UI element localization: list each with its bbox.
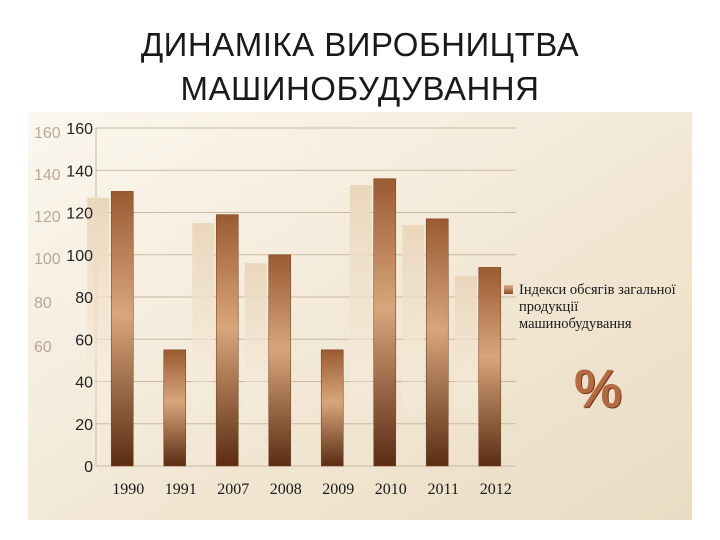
ghost-bar (87, 197, 110, 426)
x-axis-category-labels: 1990 1991 2007 2008 2009 2010 2011 2012 (112, 481, 512, 498)
ghost-tick-label: 80 (34, 295, 52, 312)
x-tick-label: 1990 (112, 481, 144, 498)
x-tick-label: 2011 (428, 481, 459, 498)
ghost-tick-label: 120 (34, 209, 61, 226)
ghost-bar (402, 225, 425, 426)
bar-2012 (478, 267, 502, 467)
bar-1991 (163, 349, 187, 467)
bars (110, 178, 502, 467)
ghost-tick-label: 60 (34, 339, 52, 356)
ghost-bar (244, 263, 267, 426)
x-tick-label: 2010 (375, 481, 407, 498)
x-tick-label: 2012 (480, 481, 512, 498)
ghost-bar (349, 185, 372, 426)
ghost-bars (87, 185, 477, 426)
y-tick-label: 120 (66, 206, 93, 223)
chart-title-line-1: ДИНАМІКА ВИРОБНИЦТВА (140, 26, 580, 63)
x-tick-label: 2009 (322, 481, 354, 498)
legend: Індекси обсягів загальної продукції маши… (504, 282, 694, 333)
x-tick-label: 2007 (217, 481, 249, 498)
bar-2010 (373, 178, 397, 467)
y-tick-label: 0 (84, 459, 93, 476)
bar-2011 (425, 218, 449, 467)
y-tick-label: 60 (75, 332, 93, 349)
y-tick-label: 20 (75, 417, 93, 434)
bar-2008 (268, 254, 292, 467)
ghost-tick-labels: 160 140 120 100 80 60 (34, 125, 61, 356)
y-tick-label: 100 (66, 248, 93, 265)
ghost-bar (192, 223, 215, 426)
x-tick-label: 1991 (165, 481, 197, 498)
y-tick-label: 140 (66, 163, 93, 180)
y-tick-label: 160 (66, 121, 93, 138)
x-tick-label: 2008 (270, 481, 302, 498)
legend-swatch (504, 285, 513, 294)
percent-sign: % (574, 359, 623, 419)
ghost-tick-label: 140 (34, 167, 61, 184)
y-axis-tick-labels: 0 20 40 60 80 100 120 140 160 (66, 121, 93, 476)
ghost-tick-label: 100 (34, 251, 61, 268)
bar-2007 (215, 214, 239, 467)
y-tick-label: 80 (75, 290, 93, 307)
bar-2009 (320, 349, 344, 467)
legend-label: Індекси обсягів загальної продукції маши… (519, 282, 676, 332)
ghost-bar (454, 275, 477, 426)
chart-title-line-2: МАШИНОБУДУВАННЯ (180, 70, 540, 107)
ghost-tick-label: 160 (34, 125, 61, 142)
y-tick-label: 40 (75, 375, 93, 392)
bar-1990 (110, 191, 134, 467)
